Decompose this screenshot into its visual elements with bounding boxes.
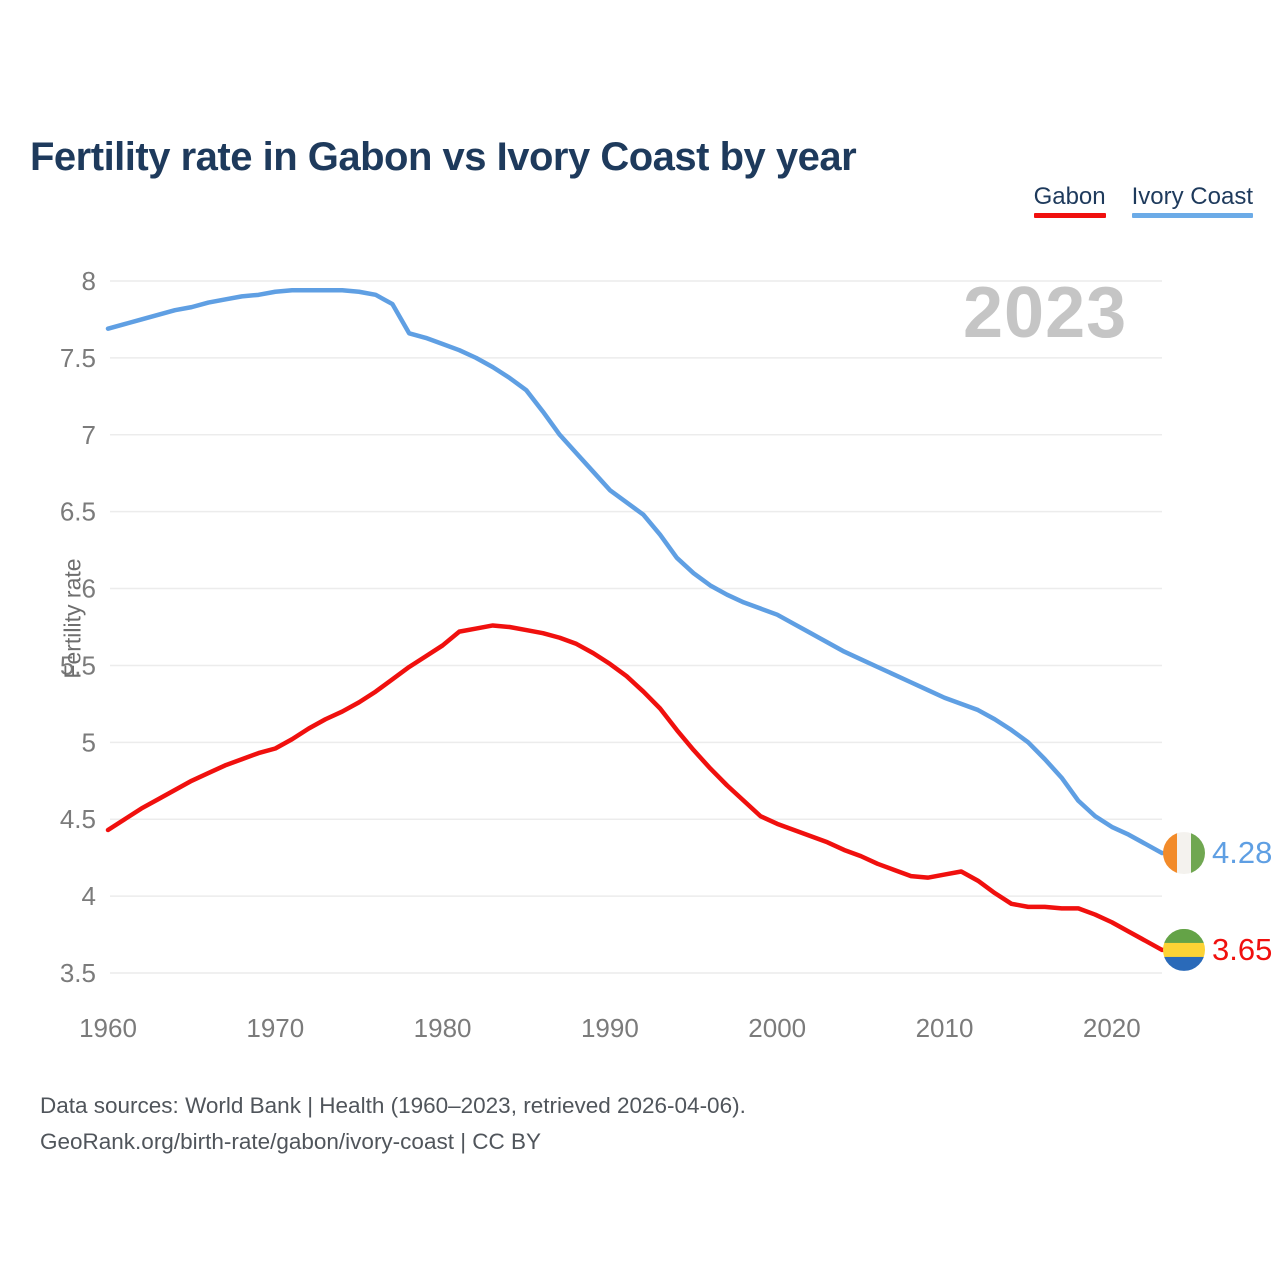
- series-line-gabon[interactable]: [105, 623, 1169, 953]
- end-value-ivory-coast: 4.28: [1212, 835, 1272, 870]
- y-tick-4: 4: [82, 881, 96, 911]
- ivory-coast-flag-icon: [1163, 832, 1205, 875]
- chart-title: Fertility rate in Gabon vs Ivory Coast b…: [30, 134, 857, 179]
- gabon-flag-icon: [1163, 928, 1205, 971]
- footer-attribution-line: GeoRank.org/birth-rate/gabon/ivory-coast…: [40, 1129, 542, 1154]
- y-tick-6: 6: [82, 574, 96, 604]
- legend-item-gabon[interactable]: Gabon: [1033, 183, 1106, 218]
- y-tick-5.5: 5.5: [60, 650, 96, 680]
- x-tick-1960: 1960: [79, 1013, 137, 1043]
- x-tick-1970: 1970: [246, 1013, 304, 1043]
- series-line-ivory-coast[interactable]: [105, 287, 1169, 856]
- y-tick-7.5: 7.5: [60, 343, 96, 373]
- y-tick-5: 5: [82, 727, 96, 757]
- year-watermark: 2023: [963, 273, 1128, 353]
- x-tick-2020: 2020: [1083, 1013, 1141, 1043]
- y-axis-title: Fertility rate: [59, 558, 86, 679]
- legend-item-ivory-coast[interactable]: Ivory Coast: [1131, 183, 1253, 218]
- x-tick-2010: 2010: [916, 1013, 974, 1043]
- footer-sources-line: Data sources: World Bank | Health (1960–…: [40, 1093, 746, 1118]
- legend: Gabon Ivory Coast: [1033, 183, 1253, 218]
- y-tick-3.5: 3.5: [60, 958, 96, 988]
- end-value-gabon: 3.65: [1212, 932, 1272, 967]
- legend-swatch-ivory-coast: [1131, 213, 1253, 218]
- y-tick-4.5: 4.5: [60, 804, 96, 834]
- legend-swatch-gabon: [1033, 213, 1106, 218]
- footer: Data sources: World Bank | Health (1960–…: [40, 1088, 746, 1160]
- legend-label-gabon: Gabon: [1033, 183, 1106, 210]
- y-tick-8: 8: [82, 266, 96, 296]
- x-tick-2000: 2000: [748, 1013, 806, 1043]
- y-tick-6.5: 6.5: [60, 497, 96, 527]
- legend-label-ivory-coast: Ivory Coast: [1131, 183, 1253, 210]
- y-tick-7: 7: [82, 420, 96, 450]
- x-tick-1990: 1990: [581, 1013, 639, 1043]
- x-tick-1980: 1980: [414, 1013, 472, 1043]
